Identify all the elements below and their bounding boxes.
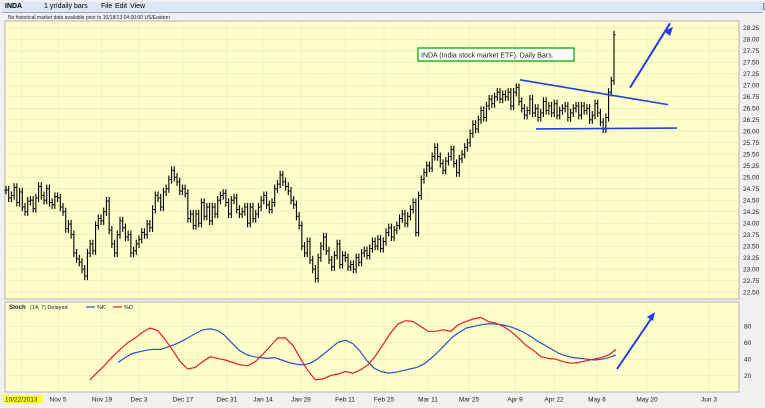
stoch-panel (4, 301, 740, 393)
annotation-text: INDA (India stock market ETF). Daily Bar… (421, 53, 554, 60)
price-y-tick: 24.00 (743, 220, 760, 227)
price-y-tick: 23.75 (743, 232, 760, 239)
up-arrow-price (629, 22, 671, 89)
price-y-tick: 24.25 (743, 209, 760, 216)
date-x-tick: Jun 3 (701, 397, 717, 404)
price-y-tick: 27.00 (743, 83, 760, 90)
date-x-tick: Feb 25 (374, 397, 395, 404)
support-line (535, 127, 678, 130)
menu-view[interactable]: View (130, 3, 146, 10)
stoch-y-tick: 20 (744, 373, 752, 380)
price-y-tick: 26.75 (743, 94, 760, 101)
price-panel (4, 20, 740, 300)
history-notice: No historical market data available prio… (8, 15, 170, 21)
price-y-tick: 24.50 (743, 197, 760, 204)
price-y-tick: 27.25 (743, 71, 760, 78)
price-y-tick: 23.50 (743, 243, 760, 250)
price-y-tick: 25.00 (743, 174, 760, 181)
price-y-tick: 26.00 (743, 128, 760, 135)
date-x-tick: May 20 (636, 397, 658, 404)
price-y-tick: 23.00 (743, 266, 760, 273)
price-y-tick: 27.75 (743, 48, 760, 55)
date-x-tick: Feb 11 (335, 397, 355, 404)
price-y-tick: 22.75 (743, 278, 760, 285)
price-y-tick: 26.25 (743, 117, 760, 124)
menu-file[interactable]: File (101, 3, 113, 10)
stoch-line-d (89, 316, 617, 381)
date-x-tick: Apr 22 (544, 397, 564, 404)
price-y-tick: 25.75 (743, 140, 760, 147)
date-x-tick: 10/22/2013 (5, 397, 38, 404)
up-arrow-stoch (616, 315, 654, 370)
date-x-tick: May 6 (588, 397, 606, 404)
up-arrow-stoch-head (647, 312, 655, 321)
annotation-box (417, 47, 575, 62)
upper-trendline (519, 79, 669, 106)
price-y-tick: 22.50 (743, 289, 760, 296)
date-highlight (3, 395, 43, 403)
price-y-tick: 23.25 (743, 255, 760, 262)
price-y-tick: 25.50 (743, 151, 760, 158)
symbol-label[interactable]: INDA (5, 3, 23, 10)
legend-d-label: %D (124, 305, 133, 311)
date-x-tick: Nov 19 (92, 397, 113, 404)
date-x-tick: Dec 31 (217, 397, 238, 404)
date-x-tick: Jan 14 (253, 397, 273, 404)
stoch-title: Stoch (9, 305, 26, 311)
stoch-params: (14, 7) Delayed (30, 305, 68, 311)
date-x-tick: Mar 25 (459, 397, 480, 404)
stoch-line-k (117, 323, 617, 374)
close-icon[interactable] (763, 3, 765, 10)
date-x-tick: Jan 28 (291, 397, 311, 404)
date-x-tick: Apr 9 (507, 397, 523, 404)
stoch-y-tick: 40 (744, 356, 752, 363)
stoch-y-tick: 60 (744, 340, 752, 347)
date-x-tick: Dec 17 (173, 397, 194, 404)
menu-edit[interactable]: Edit (115, 3, 128, 10)
price-y-tick: 28.00 (743, 37, 760, 44)
date-x-tick: Mar 11 (418, 397, 438, 404)
price-y-tick: 24.75 (743, 186, 760, 193)
legend-k-label: %K (97, 305, 106, 311)
chart-titlebar: INDA 1 yr/daily bars File Edit View (2, 2, 765, 13)
date-x-tick: Dec 3 (131, 397, 148, 404)
period-dropdown[interactable]: 1 yr/daily bars (44, 3, 88, 10)
up-arrow-price-head (664, 27, 673, 36)
price-y-tick: 28.25 (743, 25, 760, 32)
price-y-tick: 27.50 (743, 60, 760, 67)
stoch-y-tick: 80 (744, 324, 752, 331)
price-y-tick: 25.25 (743, 163, 760, 170)
price-y-tick: 26.50 (743, 106, 760, 113)
date-x-tick: Nov 5 (50, 397, 67, 404)
